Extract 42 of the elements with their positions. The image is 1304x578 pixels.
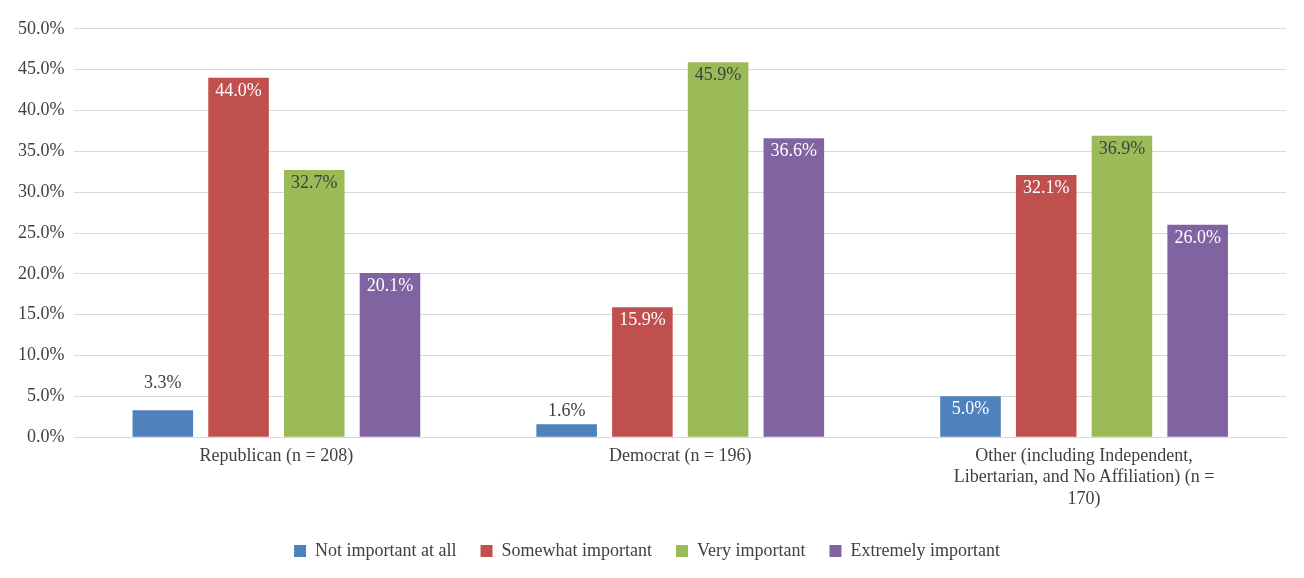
bar — [612, 307, 673, 437]
bar — [132, 410, 194, 437]
x-tick-label: Democrat (n = 196) — [608, 444, 752, 466]
legend-label: Somewhat important — [501, 539, 653, 560]
bar — [208, 77, 269, 437]
data-label: 44.0% — [215, 79, 262, 100]
data-label: 20.1% — [366, 274, 414, 295]
data-label: 36.6% — [770, 139, 818, 160]
y-tick-label: 10.0% — [17, 344, 65, 365]
data-label: 32.7% — [291, 171, 338, 192]
data-label: 1.6% — [547, 399, 586, 420]
bar — [940, 396, 1001, 437]
bar — [1167, 224, 1228, 437]
y-tick-label: 15.0% — [17, 303, 65, 324]
bar — [1091, 135, 1153, 437]
data-label: 36.9% — [1098, 137, 1146, 158]
y-tick-label: 45.0% — [17, 58, 65, 79]
data-label: 26.0% — [1174, 226, 1221, 247]
legend-label: Extremely important — [850, 539, 1000, 560]
y-tick-label: 50.0% — [17, 17, 65, 38]
bar — [763, 138, 825, 437]
y-tick-label: 35.0% — [17, 140, 65, 161]
data-label: 45.9% — [694, 64, 742, 85]
bar — [359, 273, 421, 437]
bar — [536, 424, 597, 437]
legend-label: Not important at all — [315, 539, 457, 560]
x-tick-label: Republican (n = 208) — [199, 444, 354, 466]
y-tick-label: 20.0% — [17, 262, 65, 283]
data-label: 5.0% — [951, 398, 990, 419]
x-tick-label: Other (including Independent, Libertarian, and No Affiliation) (n = 170) — [953, 444, 1215, 509]
y-tick-label: 40.0% — [17, 99, 65, 120]
data-label: 32.1% — [1022, 176, 1070, 197]
y-tick-label: 5.0% — [26, 385, 65, 406]
bar — [283, 170, 345, 437]
data-label: 15.9% — [619, 309, 666, 330]
data-label: 3.3% — [144, 371, 182, 392]
bar — [1015, 175, 1077, 437]
y-tick-label: 0.0% — [26, 425, 65, 446]
bar — [687, 62, 749, 437]
legend-label: Very important — [697, 539, 806, 560]
y-tick-label: 25.0% — [17, 221, 65, 242]
y-tick-label: 30.0% — [17, 180, 65, 201]
